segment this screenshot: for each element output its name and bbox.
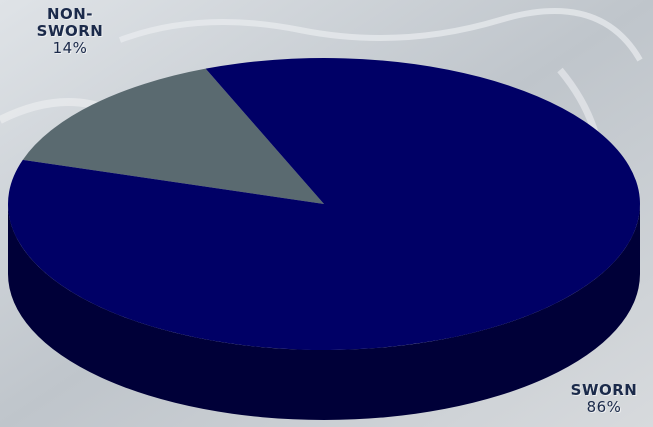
- sworn-slice-side-0: [8, 204, 640, 420]
- nonsworn-name-line-2: SWORN: [36, 22, 104, 40]
- nonsworn-percent: 14%: [52, 39, 88, 57]
- sworn-data-label: SWORN 86%: [556, 382, 652, 416]
- nonsworn-slice: [22, 68, 324, 204]
- sworn-percent: 86%: [586, 398, 622, 416]
- sworn-name-line-1: SWORN: [570, 381, 638, 399]
- nonsworn-name-line-1: NON-: [46, 5, 94, 23]
- sworn-slice: [7, 58, 640, 350]
- nonsworn-data-label: NON- SWORN 14%: [30, 6, 110, 57]
